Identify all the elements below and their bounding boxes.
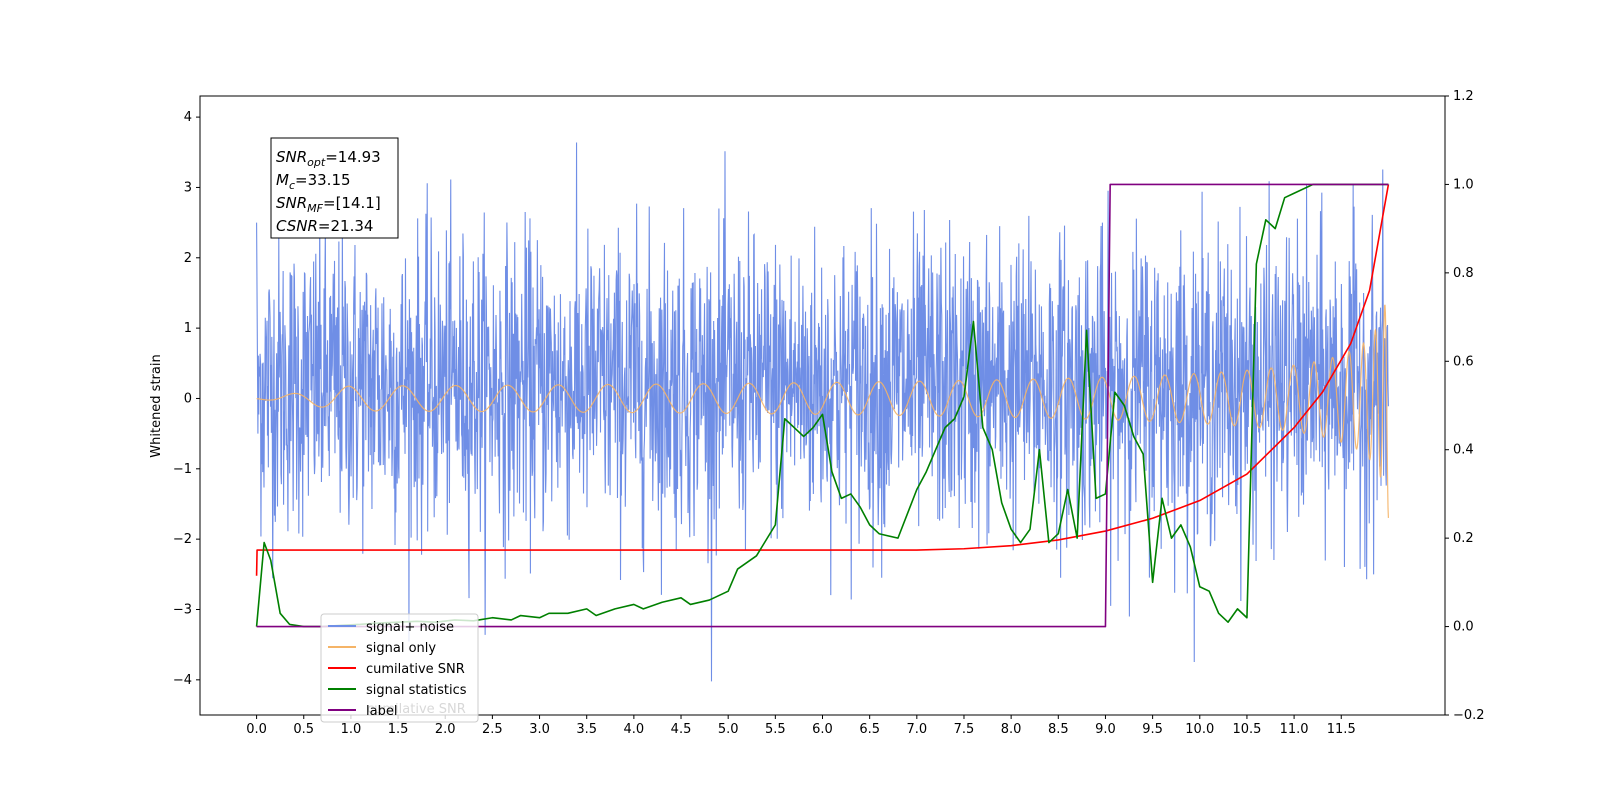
y-tick-label: 1 [184,321,192,336]
y-tick-label: 0 [184,391,192,406]
annotation-line: SNRopt=14.93 [276,148,381,169]
legend-label-signal-only: signal only [366,641,436,656]
y2-tick-label: 0.6 [1453,354,1474,369]
y-tick-label: 2 [184,251,192,266]
y-tick-label: −1 [173,462,192,477]
x-tick-label: 10.0 [1185,722,1214,737]
y2-tick-label: −0.2 [1453,708,1485,723]
x-tick-label: 8.5 [1048,722,1069,737]
x-tick-label: 1.5 [388,722,409,737]
y2-tick-label: 0.4 [1453,443,1474,458]
legend: cumilative SNR signal+ noise signal only c… [320,613,479,723]
series-cumilative-snr-line [255,184,1390,576]
x-tick-label: 7.5 [954,722,975,737]
x-tick-label: 5.0 [718,722,739,737]
series-signal-statistics-line [255,183,1389,628]
y2-tick-label: 1.2 [1453,89,1474,104]
x-tick-label: 4.5 [671,722,692,737]
x-tick-label: 11.5 [1327,722,1356,737]
x-tick-label: 8.0 [1001,722,1022,737]
y2-tick-label: 0.0 [1453,620,1474,635]
y-tick-label: −2 [173,532,192,547]
series-label-line [256,183,1389,628]
x-tick-label: 4.0 [624,722,645,737]
y2-tick-label: 0.8 [1453,266,1474,281]
legend-label-signal-statistics: signal statistics [366,683,467,698]
series-signal-noise-line [256,142,1389,682]
x-tick-label: 11.0 [1280,722,1309,737]
x-tick-label: 5.5 [765,722,786,737]
y2-tick-label: 1.0 [1453,177,1474,192]
legend-label-signal-noise: signal+ noise [366,620,454,635]
x-tick-label: 0.5 [293,722,314,737]
x-tick-label: 6.5 [859,722,880,737]
x-tick-label: 9.0 [1095,722,1116,737]
x-tick-label: 2.0 [435,722,456,737]
x-tick-label: 3.5 [576,722,597,737]
y-tick-label: −4 [173,673,192,688]
x-tick-label: 1.0 [341,722,362,737]
x-tick-label: 7.0 [906,722,927,737]
legend-label-label: label [366,704,397,719]
y-tick-label: −3 [173,602,192,617]
annotation-line: CSNR=21.34 [276,217,373,235]
series-layer [255,142,1390,682]
y-tick-label: 3 [184,180,192,195]
annotation-line: Mc=33.15 [276,171,351,192]
y-tick-label: 4 [184,110,192,125]
y-axis-left: −4 −3 −2 −1 0 1 2 3 4 [173,110,200,688]
y-axis-label: Whitened strain [149,354,164,457]
y-axis-right: −0.2 0.0 0.2 0.4 0.6 0.8 1.0 1.2 [1445,89,1485,723]
x-tick-label: 3.0 [529,722,550,737]
annotation-frame [270,137,399,239]
series-signal-only-line [256,304,1390,518]
x-tick-label: 10.5 [1232,722,1261,737]
x-tick-label: 9.5 [1142,722,1163,737]
x-tick-label: 0.0 [246,722,267,737]
x-axis: 0.0 0.5 1.0 1.5 2.0 2.5 3.0 3.5 4.0 4.5 5.0 5.5 6.0 6… [246,715,1356,737]
y2-tick-label: 0.2 [1453,531,1474,546]
legend-ghost-text: cumilative SNR [367,702,466,717]
annotation-line: SNRMF=[14.1] [276,194,381,215]
x-tick-label: 2.5 [482,722,503,737]
legend-label-cumilative-snr: cumilative SNR [366,662,465,677]
x-tick-label: 6.0 [812,722,833,737]
legend-frame [320,613,479,723]
